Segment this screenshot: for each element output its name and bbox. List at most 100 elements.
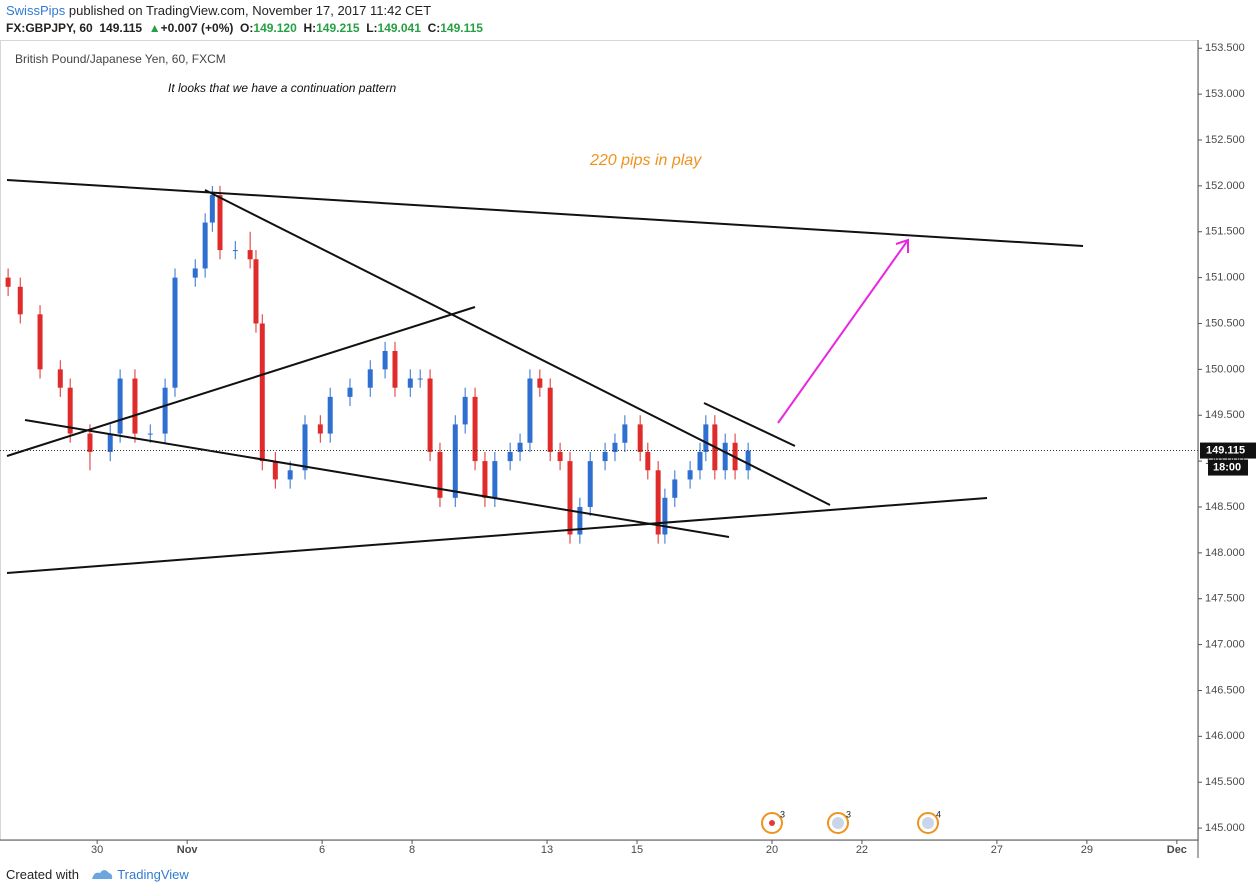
candle-body — [517, 442, 523, 452]
arrow-line — [777, 239, 909, 424]
candle-body — [697, 451, 703, 471]
y-tick-label: 152.500 — [1205, 134, 1245, 146]
candle-body — [192, 268, 198, 278]
y-tick-label: 153.500 — [1205, 42, 1245, 54]
candle-body — [507, 451, 513, 462]
y-tick-label: 150.000 — [1205, 363, 1245, 375]
candle-body — [655, 470, 661, 535]
candle-body — [327, 396, 333, 434]
candle-body — [382, 351, 388, 370]
drawings — [6, 179, 1084, 574]
candle-body — [407, 378, 413, 388]
y-tick-label: 147.000 — [1205, 638, 1245, 650]
footer-prefix: Created with — [6, 867, 79, 882]
x-tick-label: 15 — [631, 844, 643, 856]
candle-body — [57, 369, 63, 388]
c-label: C: — [427, 21, 441, 35]
x-tick-label: 30 — [91, 844, 103, 856]
y-tick-label: 151.000 — [1205, 272, 1245, 284]
y-tick-label: 145.500 — [1205, 776, 1245, 788]
symbol-line: FX:GBPJPY, 60 149.115 ▲+0.007 (+0%) O:14… — [6, 21, 483, 35]
y-tick-label: 152.000 — [1205, 180, 1245, 192]
candle-body — [287, 470, 293, 480]
candle-body — [367, 369, 373, 388]
logo — [91, 870, 113, 879]
footer: Created with TradingView — [6, 867, 189, 882]
candle-body — [209, 195, 215, 223]
candle-body — [492, 461, 498, 498]
published: published on TradingView.com, November 1… — [68, 3, 432, 18]
candle-body — [622, 424, 628, 443]
last-time-box — [1208, 459, 1248, 476]
symbol: FX:GBPJPY, 60 — [6, 21, 93, 35]
candle-body — [17, 286, 23, 315]
low: 149.041 — [377, 21, 421, 35]
candle-body — [482, 461, 488, 498]
h-label: H: — [303, 21, 317, 35]
candle-body — [722, 442, 728, 471]
chart: British Pound/Japanese Yen, 60, FXCM It … — [0, 40, 1256, 858]
candle-body — [672, 479, 678, 498]
x-tick-label: Nov — [177, 844, 199, 856]
candle-body — [687, 470, 693, 480]
candle-body — [602, 451, 608, 462]
trend-line — [6, 497, 988, 574]
candle-body — [745, 450, 751, 471]
candle-body — [247, 250, 253, 260]
author[interactable]: SwissPips — [6, 3, 66, 18]
candle-body — [317, 424, 323, 434]
footer-brand[interactable]: TradingView — [117, 867, 189, 882]
candle-body — [132, 378, 138, 434]
trend-line — [703, 402, 796, 447]
arrow: ▲ — [148, 21, 161, 35]
event-dot — [832, 817, 844, 829]
price: 149.115 — [99, 21, 143, 35]
candle-body — [527, 378, 533, 443]
candle-body — [662, 497, 668, 535]
candle-body — [87, 433, 93, 452]
high: 149.215 — [316, 21, 360, 35]
close: 149.115 — [440, 21, 483, 35]
x-tick-label: Dec — [1167, 844, 1187, 856]
candle-body — [217, 195, 223, 251]
candle-body — [392, 351, 398, 388]
y-tick-label: 148.000 — [1205, 547, 1245, 559]
arrow-head — [895, 238, 909, 253]
trend-line — [6, 179, 1084, 247]
candle-body — [637, 424, 643, 452]
candle-body — [37, 314, 43, 370]
candle-body — [577, 506, 583, 535]
y-tick-label: 145.000 — [1205, 822, 1245, 834]
event-dot — [769, 820, 775, 826]
y-tick-label: 148.500 — [1205, 501, 1245, 513]
candle-body — [232, 250, 238, 252]
x-tick-label: 29 — [1081, 844, 1093, 856]
candle-body — [272, 461, 278, 480]
candle-body — [557, 451, 563, 462]
y-tick-label: 146.500 — [1205, 684, 1245, 696]
candle-body — [162, 387, 168, 434]
candle-body — [437, 451, 443, 498]
annotation: It looks that we have a continuation pat… — [168, 81, 396, 95]
event-count: 3 — [846, 809, 851, 819]
candle-body — [107, 433, 113, 452]
y-tick-label: 146.000 — [1205, 730, 1245, 742]
candle-body — [547, 387, 553, 452]
x-tick-label: 22 — [856, 844, 868, 856]
candle-body — [567, 461, 573, 535]
candle-body — [347, 387, 353, 397]
last-price-label: 149.115 — [1206, 444, 1245, 456]
candle-body — [462, 396, 468, 425]
candle-body — [5, 277, 11, 287]
candle-body — [703, 424, 709, 452]
open: 149.120 — [253, 21, 297, 35]
event-count: 4 — [936, 809, 941, 819]
candle-body — [202, 222, 208, 269]
trend-line — [6, 306, 476, 457]
x-tick-label: 27 — [991, 844, 1003, 856]
l-label: L: — [366, 21, 378, 35]
trend-line — [204, 189, 831, 506]
candle-body — [427, 378, 433, 452]
o-label: O: — [240, 21, 254, 35]
